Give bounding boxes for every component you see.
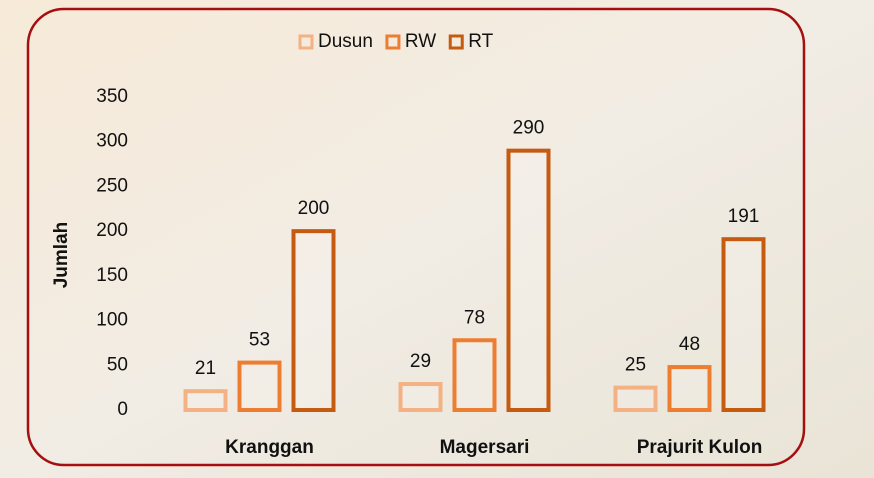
x-tick-label: Kranggan <box>225 437 314 458</box>
bar <box>237 360 282 412</box>
bar <box>506 148 551 413</box>
y-tick-label: 100 <box>96 310 128 331</box>
value-label: 48 <box>679 334 700 355</box>
bar <box>667 365 712 412</box>
value-label: 53 <box>249 330 270 351</box>
y-tick-label: 300 <box>96 131 128 152</box>
value-label: 29 <box>410 351 431 372</box>
value-label: 290 <box>513 118 545 139</box>
x-tick-label: Magersari <box>440 437 530 458</box>
y-tick-label: 350 <box>96 86 128 107</box>
bar <box>452 338 497 413</box>
value-label: 191 <box>728 206 760 227</box>
legend-swatch <box>448 34 464 50</box>
y-tick-label: 250 <box>96 175 128 196</box>
y-tick-label: 200 <box>96 220 128 241</box>
x-tick-label: Prajurit Kulon <box>637 437 763 458</box>
frame <box>26 7 806 467</box>
legend-swatch <box>385 34 401 50</box>
y-tick-label: 0 <box>117 399 128 420</box>
y-axis-label: Jumlah <box>51 222 72 289</box>
y-tick-label: 150 <box>96 265 128 286</box>
value-label: 200 <box>298 198 330 219</box>
y-tick-label: 50 <box>107 354 128 375</box>
legend-label: RW <box>405 31 436 52</box>
value-label: 21 <box>195 358 216 379</box>
bar <box>398 382 443 412</box>
legend-swatch <box>298 34 314 50</box>
legend-label: Dusun <box>318 31 373 52</box>
value-label: 78 <box>464 307 485 328</box>
bar <box>183 389 228 413</box>
bar <box>291 229 336 412</box>
legend-label: RT <box>468 31 493 52</box>
value-label: 25 <box>625 355 646 376</box>
bar <box>613 385 658 412</box>
bar <box>721 237 766 412</box>
